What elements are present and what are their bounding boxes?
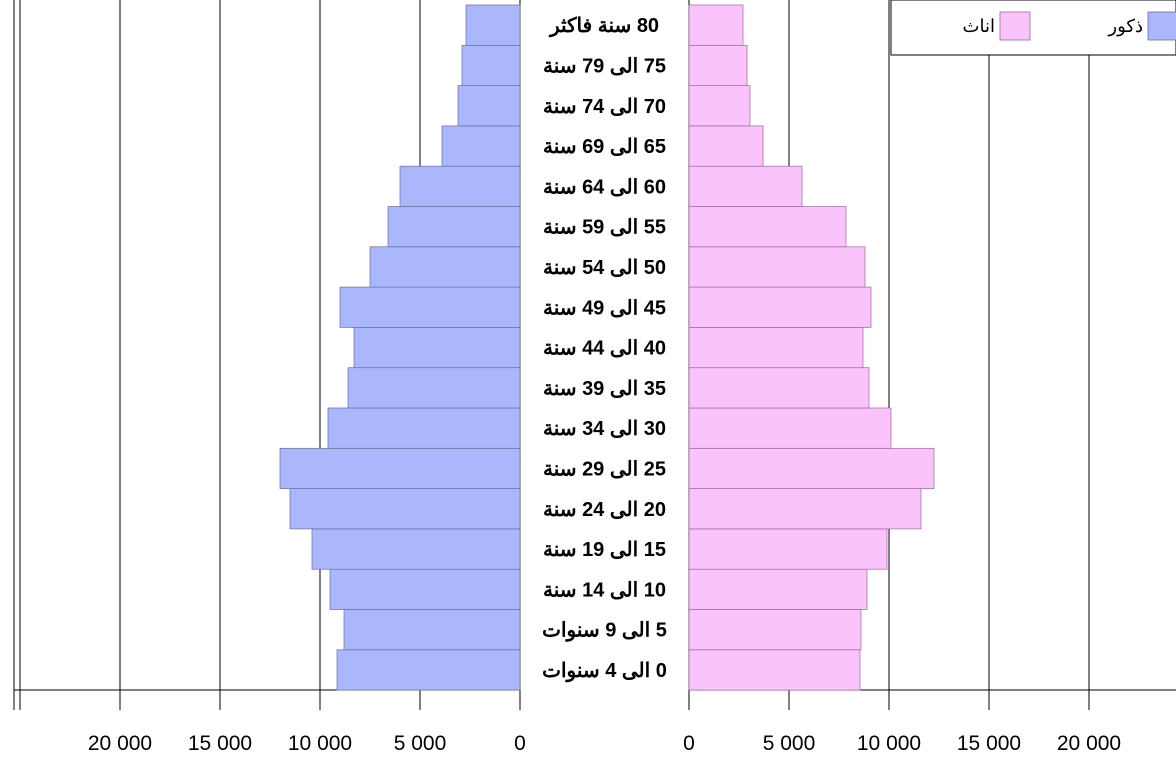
male-bar <box>465 4 521 46</box>
male-bar <box>347 367 521 409</box>
male-bar <box>457 85 521 127</box>
age-group-label: 55 الى 59 سنة <box>543 217 666 239</box>
female-bar <box>688 367 870 409</box>
age-group-label: 30 الى 34 سنة <box>543 418 666 440</box>
female-bar <box>688 125 764 167</box>
male-bar <box>387 206 521 248</box>
x-tick-label-left: 20 000 <box>88 732 152 755</box>
female-bars <box>688 4 935 691</box>
male-swatch-icon <box>1147 11 1176 41</box>
x-tick-label-right: 15 000 <box>957 732 1021 755</box>
female-bar <box>688 649 861 691</box>
age-group-label: 20 الى 24 سنة <box>543 499 666 521</box>
male-bar <box>399 165 521 207</box>
age-group-label: 10 الى 14 سنة <box>543 579 666 601</box>
x-tick-label-right: 0 <box>683 732 695 755</box>
female-bar <box>688 165 803 207</box>
x-tick-label-right: 20 000 <box>1057 732 1121 755</box>
female-bar <box>688 528 888 570</box>
male-bar <box>279 447 521 489</box>
male-bar <box>339 286 521 328</box>
legend-box <box>890 0 1176 56</box>
female-bar <box>688 4 744 46</box>
male-bar <box>336 649 521 691</box>
x-tick-label-left: 0 <box>514 732 526 755</box>
x-tick-label-right: 5 000 <box>763 732 816 755</box>
female-bar <box>688 488 922 530</box>
female-bar <box>688 85 751 127</box>
age-group-labels: 0 الى 4 سنوات 5 الى 9 سنوات 10 الى 14 سنة 1… <box>542 15 667 683</box>
male-bar <box>329 568 521 610</box>
x-tick-label-left: 15 000 <box>188 732 252 755</box>
female-bar <box>688 44 748 86</box>
x-tick-label-left: 5 000 <box>394 732 447 755</box>
legend-female-label: اناث <box>963 16 995 36</box>
female-bar <box>688 286 872 328</box>
age-group-label: 0 الى 4 سنوات <box>542 660 667 683</box>
age-group-label: 65 الى 69 سنة <box>543 136 666 158</box>
female-bar <box>688 407 892 449</box>
male-bar <box>343 609 521 651</box>
female-bar <box>688 447 935 489</box>
male-bar <box>327 407 521 449</box>
male-bar <box>369 246 521 288</box>
female-bar <box>688 609 862 651</box>
age-group-label: 5 الى 9 سنوات <box>542 620 667 643</box>
male-bar <box>441 125 521 167</box>
axis-tick-labels: 20 000 15 000 10 000 5 000 0 0 5 000 10 000 15 0… <box>88 732 1121 755</box>
female-bar <box>688 327 864 369</box>
age-group-label: 35 الى 39 سنة <box>543 378 666 400</box>
age-group-label: 15 الى 19 سنة <box>543 539 666 561</box>
legend-male-label: ذكور <box>1107 16 1143 37</box>
age-group-label: 50 الى 54 سنة <box>543 257 666 279</box>
gridlines <box>13 0 1176 710</box>
male-bar <box>289 488 521 530</box>
legend: ذكور اناث <box>890 0 1176 56</box>
age-group-label: 80 سنة فاكثر <box>548 15 659 38</box>
female-bar <box>688 568 868 610</box>
age-group-label: 25 الى 29 سنة <box>543 458 666 480</box>
x-tick-label-right: 10 000 <box>857 732 921 755</box>
age-group-label: 45 الى 49 سنة <box>543 297 666 319</box>
female-bar <box>688 206 847 248</box>
male-bar <box>311 528 521 570</box>
age-group-label: 60 الى 64 سنة <box>543 176 666 198</box>
female-bar <box>688 246 866 288</box>
male-bars <box>279 4 521 691</box>
male-bar <box>461 44 521 86</box>
age-group-label: 75 الى 79 سنة <box>543 55 666 77</box>
age-group-label: 40 الى 44 سنة <box>543 338 666 360</box>
male-bar <box>353 327 521 369</box>
age-group-label: 70 الى 74 سنة <box>543 96 666 118</box>
female-swatch-icon <box>999 11 1031 41</box>
x-tick-label-left: 10 000 <box>288 732 352 755</box>
